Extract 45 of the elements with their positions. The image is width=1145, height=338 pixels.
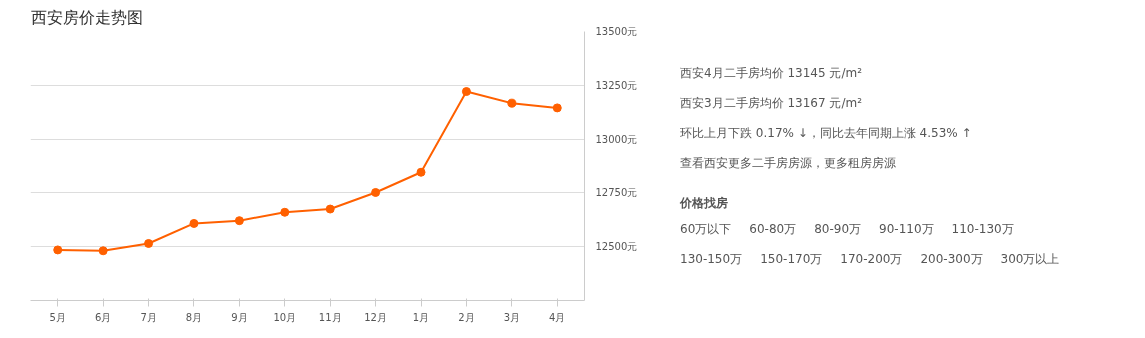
x-tick-label: 6月 bbox=[94, 311, 112, 323]
point bbox=[507, 98, 517, 108]
point bbox=[280, 207, 290, 217]
text: 价格找房 bbox=[680, 195, 729, 212]
x-tick-label: 1月 bbox=[412, 311, 430, 323]
x-tick-label: 10月 bbox=[273, 311, 297, 323]
text: 90-110万 bbox=[879, 221, 934, 238]
y-tick-label: 12500元 bbox=[595, 241, 638, 253]
point bbox=[53, 245, 63, 255]
x-tick-label: 8月 bbox=[185, 311, 203, 323]
text: 150-170万 bbox=[760, 251, 823, 268]
point bbox=[189, 218, 199, 228]
text: 170-200万 bbox=[840, 251, 903, 268]
x-tick-label: 5月 bbox=[49, 311, 66, 323]
point bbox=[371, 187, 381, 197]
y-tick-label: 13000元 bbox=[595, 133, 638, 145]
point bbox=[416, 167, 426, 177]
text: 环比上月下跌 0.17% ↓，同比去年同期上涨 4.53% ↑ bbox=[680, 125, 973, 142]
text: 60万以下 bbox=[680, 221, 732, 238]
x-tick-label: 2月 bbox=[458, 311, 475, 323]
y-tick-label: 13250元 bbox=[595, 79, 638, 91]
x-tick-label: 7月 bbox=[140, 311, 157, 323]
text: 西安3月二手房均价 13167 元/m² bbox=[680, 95, 863, 112]
y-tick-label: 12750元 bbox=[595, 187, 638, 199]
point bbox=[325, 204, 335, 214]
text: 查看西安更多二手房房源，更多租房房源 bbox=[680, 155, 897, 172]
x-tick-label: 11月 bbox=[318, 311, 342, 323]
point bbox=[552, 103, 562, 113]
point bbox=[144, 238, 154, 248]
point bbox=[98, 246, 108, 256]
text: 200-300万 bbox=[920, 251, 983, 268]
text: 300万以上 bbox=[1000, 251, 1060, 268]
text: 130-150万 bbox=[680, 251, 743, 268]
text: 80-90万 bbox=[814, 221, 862, 238]
chart-title: 西安房价走势图 bbox=[30, 7, 143, 27]
x-tick-label: 3月 bbox=[503, 311, 521, 323]
point bbox=[234, 216, 244, 226]
text: 110-130万 bbox=[951, 221, 1014, 238]
x-tick-label: 9月 bbox=[231, 311, 248, 323]
text: 60-80万 bbox=[749, 221, 797, 238]
point bbox=[461, 87, 471, 97]
y-tick-label: 13500元 bbox=[595, 26, 638, 37]
text: 西安4月二手房均价 13145 元/m² bbox=[680, 65, 863, 82]
x-tick-label: 4月 bbox=[549, 311, 566, 323]
x-tick-label: 12月 bbox=[364, 311, 387, 323]
